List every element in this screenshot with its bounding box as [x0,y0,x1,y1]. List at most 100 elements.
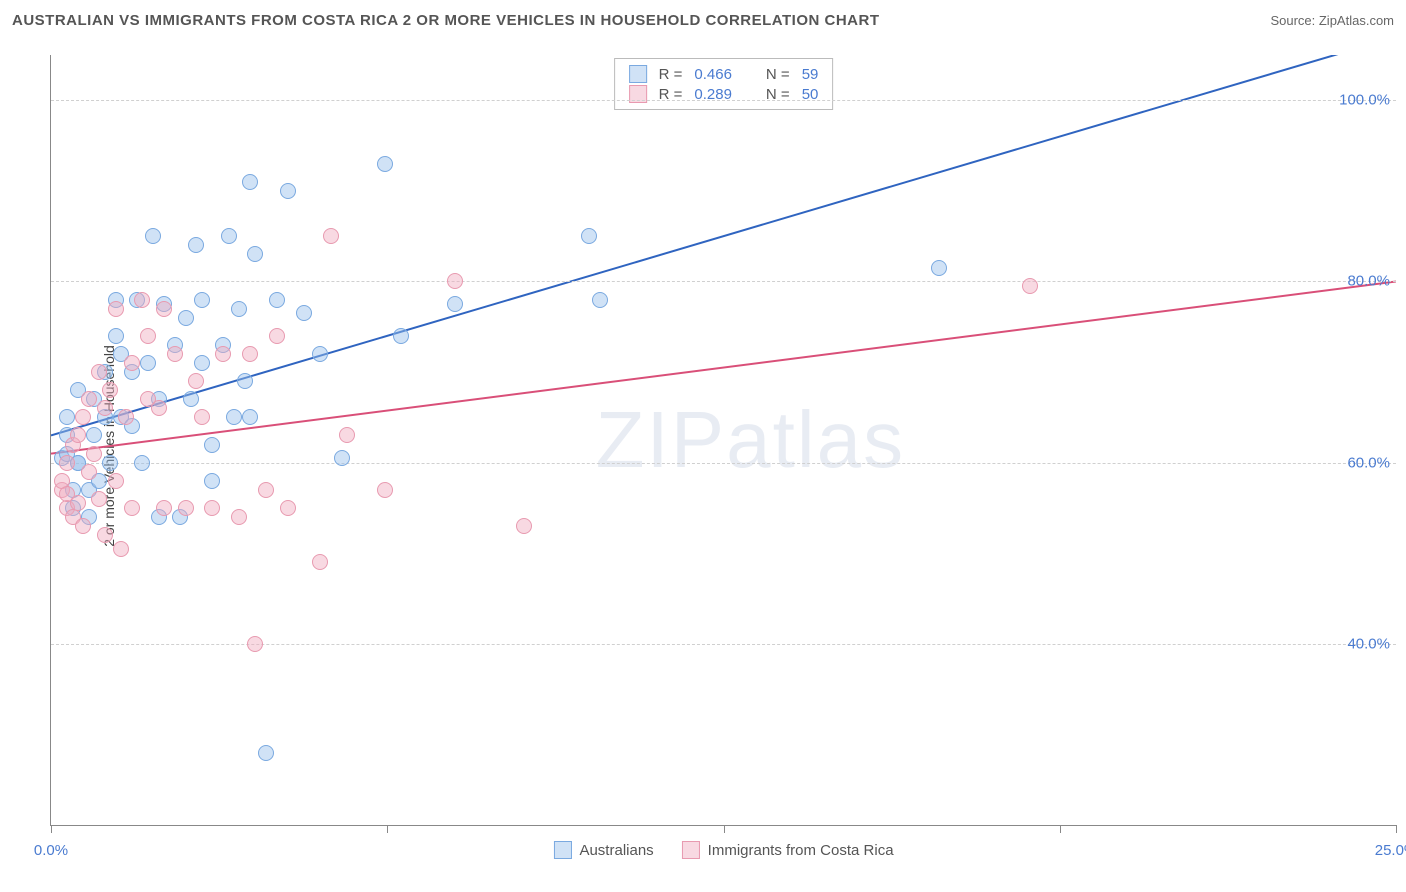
data-point [931,260,947,276]
data-point [183,391,199,407]
chart-title: AUSTRALIAN VS IMMIGRANTS FROM COSTA RICA… [12,12,880,29]
data-point [178,310,194,326]
legend-r-value: 0.466 [694,66,732,83]
data-point [108,473,124,489]
data-point [151,400,167,416]
data-point [247,246,263,262]
data-point [108,328,124,344]
legend-swatch [553,841,571,859]
data-point [188,237,204,253]
data-point [592,292,608,308]
data-point [81,464,97,480]
x-tick-mark [51,825,52,833]
data-point [242,346,258,362]
data-point [242,409,258,425]
data-point [86,446,102,462]
data-point [97,400,113,416]
gridline [51,463,1396,464]
data-point [226,409,242,425]
source-label: Source: ZipAtlas.com [1270,13,1394,28]
data-point [242,174,258,190]
y-tick-label: 40.0% [1347,635,1390,652]
data-point [91,364,107,380]
data-point [113,541,129,557]
data-point [516,518,532,534]
x-tick-mark [1396,825,1397,833]
data-point [86,427,102,443]
correlation-legend: R =0.466N =59R =0.289N =50 [614,58,834,110]
data-point [258,482,274,498]
data-point [102,455,118,471]
data-point [124,500,140,516]
x-tick-label: 25.0% [1375,842,1406,859]
data-point [145,228,161,244]
data-point [447,273,463,289]
data-point [1022,278,1038,294]
legend-row: R =0.466N =59 [629,65,819,83]
data-point [156,301,172,317]
data-point [194,355,210,371]
data-point [247,636,263,652]
data-point [97,527,113,543]
data-point [237,373,253,389]
data-point [140,355,156,371]
data-point [312,346,328,362]
y-tick-label: 100.0% [1339,92,1390,109]
data-point [221,228,237,244]
data-point [59,409,75,425]
legend-swatch [682,841,700,859]
data-point [258,745,274,761]
data-point [124,355,140,371]
data-point [178,500,194,516]
data-point [75,518,91,534]
y-tick-label: 60.0% [1347,454,1390,471]
data-point [323,228,339,244]
data-point [134,292,150,308]
data-point [204,500,220,516]
trend-line [51,281,1396,453]
data-point [188,373,204,389]
data-point [118,409,134,425]
legend-swatch [629,65,647,83]
data-point [377,156,393,172]
data-point [215,346,231,362]
data-point [204,437,220,453]
data-point [194,292,210,308]
data-point [269,292,285,308]
x-tick-mark [1060,825,1061,833]
legend-item: Immigrants from Costa Rica [682,841,894,859]
scatter-plot: ZIPatlas R =0.466N =59R =0.289N =50 Aust… [50,55,1396,826]
gridline [51,281,1396,282]
data-point [312,554,328,570]
watermark: ZIPatlas [596,394,905,486]
data-point [269,328,285,344]
data-point [231,301,247,317]
legend-series-label: Immigrants from Costa Rica [708,842,894,859]
data-point [108,301,124,317]
x-tick-mark [387,825,388,833]
trend-line [51,55,1396,435]
legend-n-prefix: N = [766,66,790,83]
x-tick-mark [724,825,725,833]
data-point [70,495,86,511]
data-point [280,183,296,199]
legend-n-value: 59 [802,66,819,83]
data-point [581,228,597,244]
data-point [231,509,247,525]
data-point [81,391,97,407]
data-point [204,473,220,489]
data-point [70,427,86,443]
data-point [156,500,172,516]
legend-series-label: Australians [579,842,653,859]
data-point [59,455,75,471]
data-point [377,482,393,498]
x-tick-label: 0.0% [34,842,68,859]
data-point [167,346,183,362]
data-point [91,491,107,507]
data-point [140,328,156,344]
data-point [393,328,409,344]
data-point [194,409,210,425]
data-point [334,450,350,466]
series-legend: Australians Immigrants from Costa Rica [553,841,893,859]
data-point [339,427,355,443]
